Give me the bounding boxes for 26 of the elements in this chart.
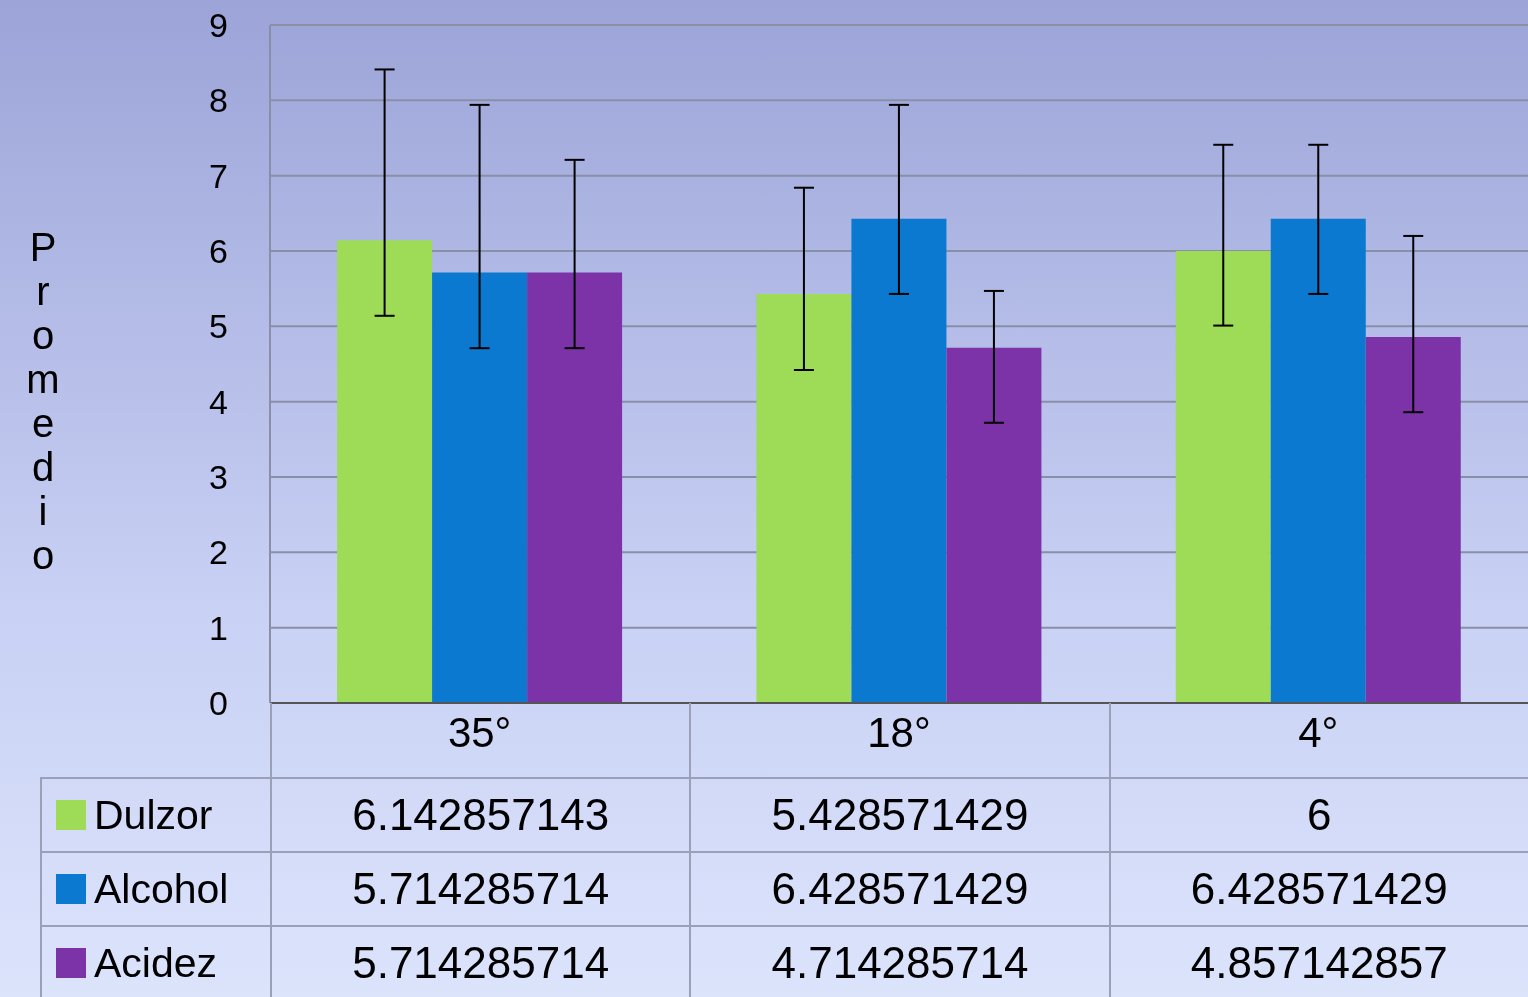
y-tick-label: 6 — [209, 232, 228, 271]
y-axis-title: Promedio — [20, 225, 65, 577]
x-tick-label: 35° — [447, 708, 512, 756]
data-label: 6.428571429 — [689, 851, 1109, 925]
legend-label: Alcohol — [94, 865, 229, 913]
y-tick-label: 5 — [209, 307, 228, 346]
y-tick-label: 4 — [209, 382, 228, 421]
data-label: 4.857142857 — [1108, 925, 1528, 997]
y-tick-label: 3 — [209, 458, 228, 497]
legend-label: Acidez — [94, 939, 218, 987]
y-tick-label: 7 — [209, 156, 228, 195]
data-label: 6.428571429 — [1108, 851, 1528, 925]
data-label: 6.142857143 — [270, 777, 690, 851]
y-tick-label: 2 — [209, 533, 228, 572]
data-label: 5.714285714 — [270, 851, 690, 925]
y-tick-label: 1 — [209, 608, 228, 647]
data-label: 4.714285714 — [689, 925, 1109, 997]
y-tick-label: 9 — [209, 6, 228, 45]
data-label: 5.428571429 — [689, 777, 1109, 851]
x-tick-label: 18° — [867, 708, 931, 756]
data-label: 5.714285714 — [270, 925, 690, 997]
x-tick-label: 4° — [1298, 708, 1339, 756]
y-tick-label: 0 — [209, 684, 228, 723]
legend-label: Dulzor — [94, 791, 213, 839]
data-label: 6 — [1108, 777, 1528, 851]
y-tick-label: 8 — [209, 81, 228, 120]
